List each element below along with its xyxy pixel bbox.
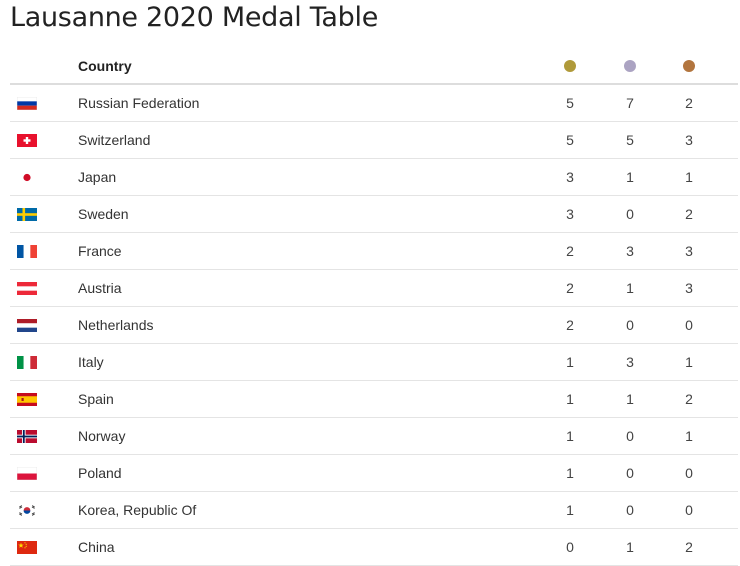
bronze-count: 1 — [685, 428, 693, 444]
silver-count: 1 — [626, 169, 634, 185]
country-name: Russian Federation — [78, 95, 200, 111]
austria-flag-icon — [17, 281, 37, 295]
silver-count: 0 — [626, 502, 634, 518]
bronze-count: 1 — [685, 169, 693, 185]
netherlands-flag-icon — [17, 318, 37, 332]
italy-flag-icon — [17, 355, 37, 369]
country-name: Italy — [78, 354, 104, 370]
bronze-count: 3 — [685, 280, 693, 296]
bronze-medal-icon — [683, 59, 695, 72]
page-title: Lausanne 2020 Medal Table — [10, 2, 379, 33]
gold-count: 0 — [566, 539, 574, 555]
bronze-count: 1 — [685, 354, 693, 370]
country-name: Netherlands — [78, 317, 154, 333]
poland-flag-icon — [17, 466, 37, 480]
silver-count: 0 — [626, 317, 634, 333]
silver-count: 1 — [626, 391, 634, 407]
bronze-count: 2 — [685, 539, 693, 555]
country-name: Korea, Republic Of — [78, 502, 197, 518]
bronze-count: 0 — [685, 317, 693, 333]
table-row: Korea, Republic Of 1 0 0 — [10, 492, 738, 529]
gold-count: 5 — [566, 95, 574, 111]
table-row: Japan 3 1 1 — [10, 159, 738, 196]
table-row: Austria 2 1 3 — [10, 270, 738, 307]
country-name: Sweden — [78, 206, 129, 222]
gold-count: 5 — [566, 132, 574, 148]
gold-count: 3 — [566, 169, 574, 185]
japan-flag-icon — [17, 170, 37, 184]
country-name: France — [78, 243, 122, 259]
table-header: Country — [10, 48, 738, 85]
silver-medal-icon — [624, 59, 636, 72]
china-flag-icon — [17, 540, 37, 554]
gold-count: 2 — [566, 317, 574, 333]
bronze-count: 2 — [685, 206, 693, 222]
table-row: Switzerland 5 5 3 — [10, 122, 738, 159]
country-name: Austria — [78, 280, 122, 296]
country-name: Poland — [78, 465, 122, 481]
bronze-count: 2 — [685, 391, 693, 407]
country-column-header: Country — [78, 57, 132, 74]
country-name: Spain — [78, 391, 114, 407]
table-row: France 2 3 3 — [10, 233, 738, 270]
silver-count: 0 — [626, 428, 634, 444]
silver-count: 5 — [626, 132, 634, 148]
gold-count: 1 — [566, 502, 574, 518]
norway-flag-icon — [17, 429, 37, 443]
table-row: Spain 1 1 2 — [10, 381, 738, 418]
table-row: Sweden 3 0 2 — [10, 196, 738, 233]
silver-count: 7 — [626, 95, 634, 111]
table-row: Italy 1 3 1 — [10, 344, 738, 381]
sweden-flag-icon — [17, 207, 37, 221]
country-name: Switzerland — [78, 132, 151, 148]
switzerland-flag-icon — [17, 133, 37, 147]
france-flag-icon — [17, 244, 37, 258]
gold-count: 2 — [566, 243, 574, 259]
russia-flag-icon — [17, 96, 37, 110]
table-row: Poland 1 0 0 — [10, 455, 738, 492]
gold-count: 1 — [566, 465, 574, 481]
silver-count: 1 — [626, 539, 634, 555]
table-row: China 0 1 2 — [10, 529, 738, 566]
bronze-count: 0 — [685, 502, 693, 518]
silver-count: 3 — [626, 354, 634, 370]
gold-medal-icon — [564, 59, 576, 72]
country-name: Japan — [78, 169, 117, 185]
country-name: Norway — [78, 428, 126, 444]
table-row: Norway 1 0 1 — [10, 418, 738, 455]
table-row: Russian Federation 5 7 2 — [10, 85, 738, 122]
korea-flag-icon — [17, 503, 37, 517]
gold-count: 3 — [566, 206, 574, 222]
bronze-count: 3 — [685, 243, 693, 259]
gold-count: 2 — [566, 280, 574, 296]
medal-table: Country Russian Federation 5 7 2 Switzer… — [10, 48, 738, 566]
country-name: China — [78, 539, 115, 555]
bronze-count: 3 — [685, 132, 693, 148]
bronze-count: 0 — [685, 465, 693, 481]
silver-count: 0 — [626, 465, 634, 481]
gold-count: 1 — [566, 354, 574, 370]
silver-count: 3 — [626, 243, 634, 259]
silver-count: 1 — [626, 280, 634, 296]
bronze-count: 2 — [685, 95, 693, 111]
spain-flag-icon — [17, 392, 37, 406]
silver-count: 0 — [626, 206, 634, 222]
gold-count: 1 — [566, 428, 574, 444]
gold-count: 1 — [566, 391, 574, 407]
table-row: Netherlands 2 0 0 — [10, 307, 738, 344]
